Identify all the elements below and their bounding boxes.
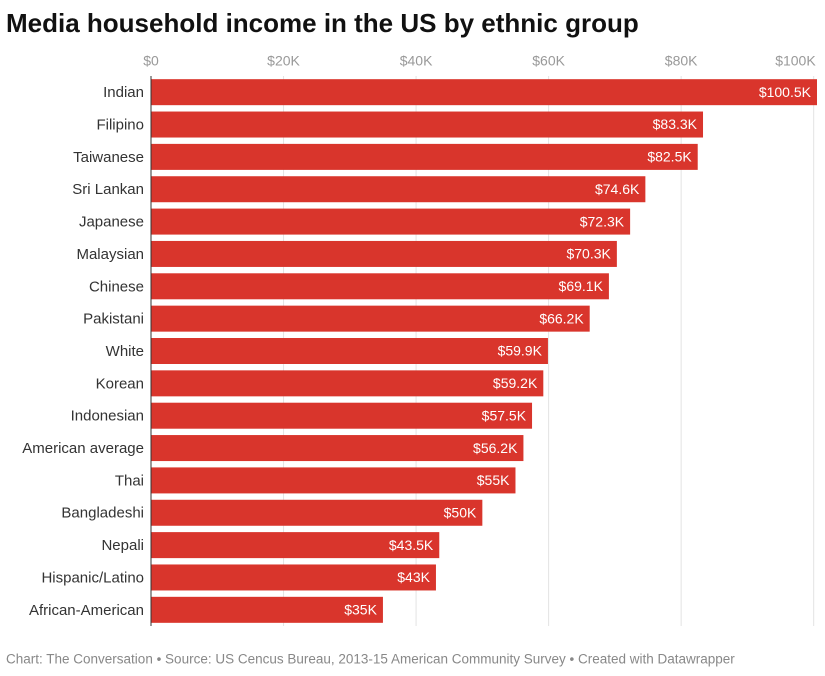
y-tick-label: Chinese [89, 278, 144, 295]
y-tick-label: Japanese [79, 214, 144, 231]
y-tick-label: Pakistani [83, 311, 144, 328]
value-label: $35K [344, 602, 377, 618]
bar [151, 402, 533, 429]
y-tick-label: Malaysian [76, 246, 144, 263]
x-tick-label: $60K [532, 53, 565, 69]
bar [151, 79, 817, 106]
y-tick-label: Hispanic/Latino [41, 569, 144, 586]
bar [151, 435, 524, 462]
bar [151, 532, 440, 559]
bar [151, 564, 436, 591]
y-tick-label: American average [22, 440, 144, 457]
bar [151, 240, 617, 267]
y-tick-label: Nepali [101, 537, 144, 554]
chart-title: Media household income in the US by ethn… [6, 8, 639, 38]
x-tick-label: $0 [143, 53, 159, 69]
bar [151, 273, 609, 300]
value-label: $43K [397, 569, 430, 585]
value-label: $82.5K [647, 149, 692, 165]
bar [151, 338, 548, 364]
y-tick-label: African-American [29, 602, 144, 619]
value-label: $69.1K [559, 278, 604, 294]
y-tick-label: Filipino [96, 116, 144, 133]
bar [151, 208, 631, 235]
bar [151, 111, 704, 138]
bar [151, 467, 516, 494]
y-tick-label: Indian [103, 84, 144, 101]
bar [151, 176, 646, 203]
value-label: $57.5K [482, 407, 527, 423]
bar [151, 305, 590, 332]
bar [151, 499, 483, 526]
bar [151, 370, 544, 397]
x-tick-label: $80K [665, 53, 698, 69]
value-label: $59.2K [493, 375, 538, 391]
x-tick-label: $40K [400, 53, 433, 69]
x-tick-label: $100K [775, 53, 816, 69]
value-label: $83.3K [653, 116, 698, 132]
value-label: $55K [477, 472, 510, 488]
value-label: $50K [444, 504, 477, 520]
y-tick-label: White [106, 343, 144, 360]
y-tick-label: Sri Lankan [72, 181, 144, 198]
value-label: $56.2K [473, 440, 518, 456]
value-label: $66.2K [539, 310, 584, 326]
bar [151, 596, 383, 623]
value-label: $72.3K [580, 213, 625, 229]
value-label: $43.5K [389, 537, 434, 553]
value-label: $100.5K [759, 84, 812, 100]
y-tick-label: Taiwanese [73, 149, 144, 166]
x-tick-label: $20K [267, 53, 300, 69]
footer: Chart: The Conversation • Source: US Cen… [6, 652, 735, 667]
value-label: $74.6K [595, 181, 640, 197]
bar [151, 143, 698, 170]
value-label: $70.3K [566, 246, 611, 262]
y-tick-label: Indonesian [71, 408, 144, 425]
y-tick-label: Bangladeshi [61, 505, 144, 522]
y-tick-label: Thai [115, 472, 144, 489]
y-tick-label: Korean [96, 375, 144, 392]
value-label: $59.9K [498, 343, 543, 359]
